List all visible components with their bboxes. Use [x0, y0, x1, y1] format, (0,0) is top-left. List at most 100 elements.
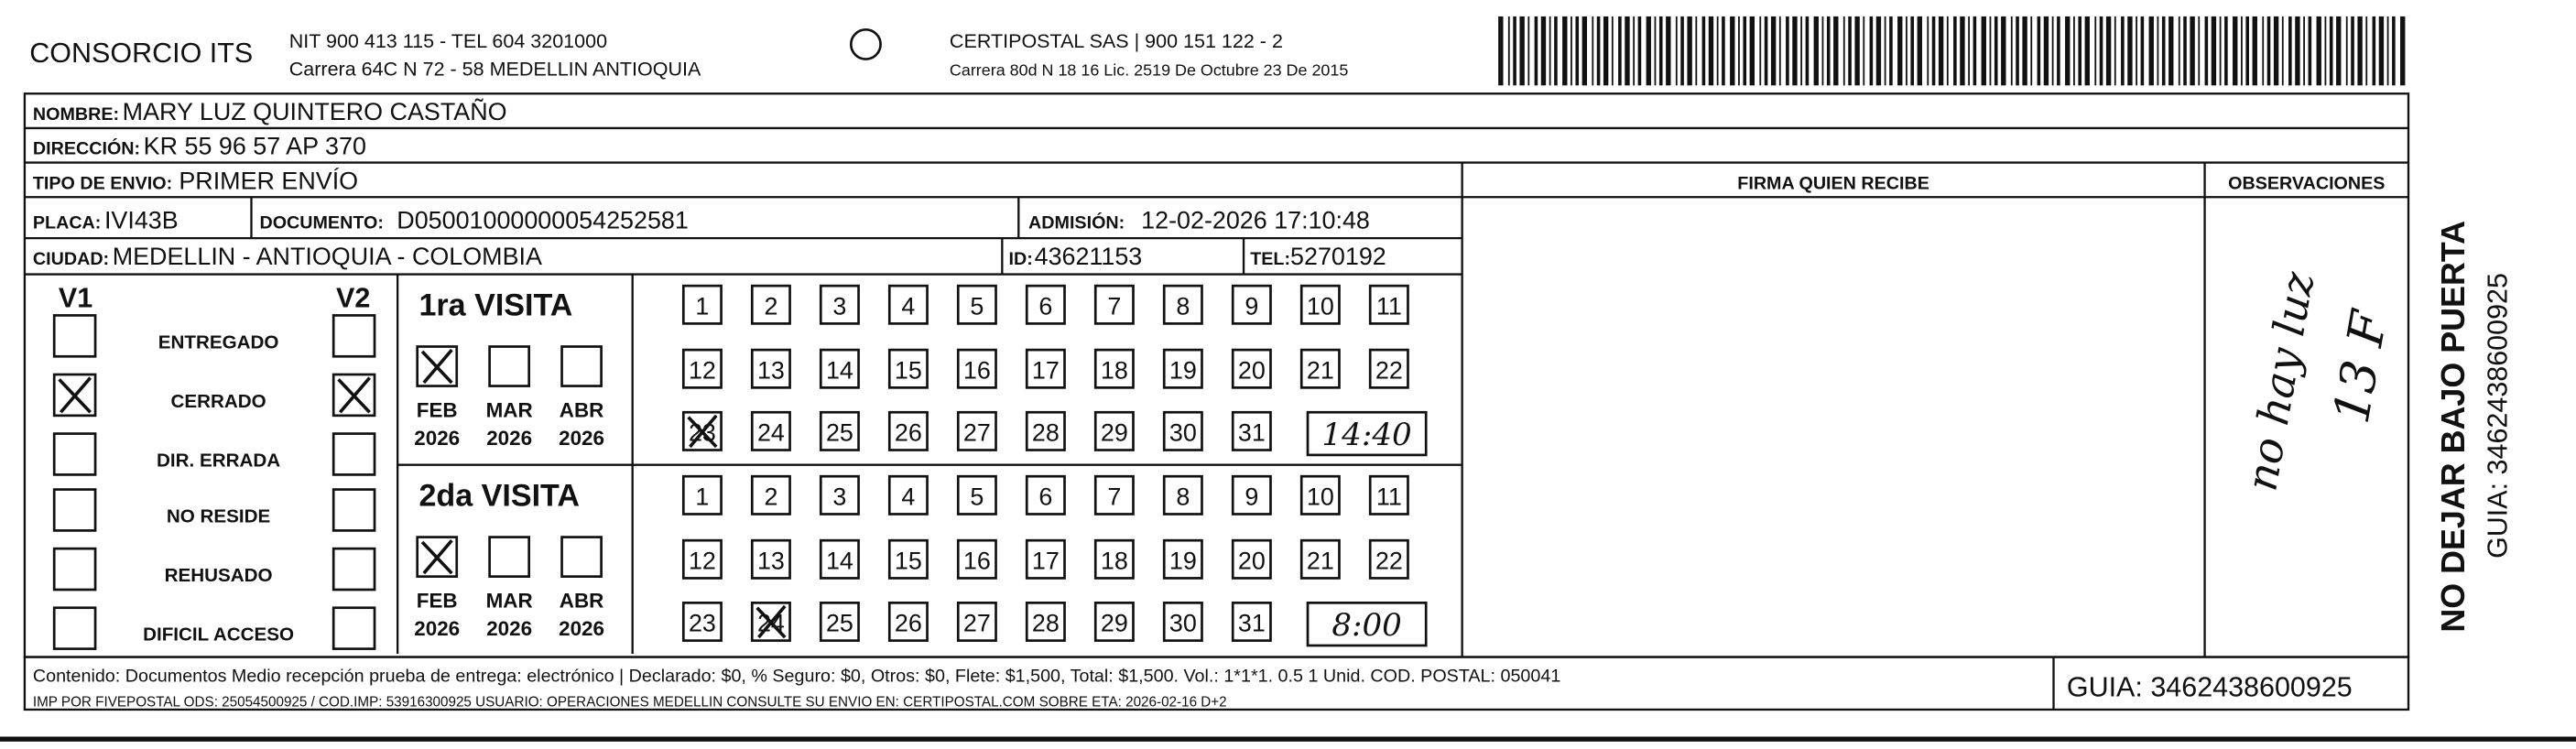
checkbox	[52, 432, 97, 476]
bar	[2043, 16, 2049, 86]
day: 10	[1307, 483, 1334, 511]
checkbox	[1231, 474, 1272, 516]
day: 24	[757, 419, 785, 447]
field-value: MEDELLIN - ANTIOQUIA - COLOMBIA	[113, 243, 542, 270]
field-value: MARY LUZ QUINTERO CASTAÑO	[123, 97, 507, 125]
field-label: CIUDAD:	[33, 249, 109, 269]
bar	[1540, 16, 1547, 86]
bar	[2030, 16, 2033, 86]
year: 2026	[414, 427, 460, 450]
day: 8	[1176, 293, 1190, 320]
bar	[2262, 16, 2265, 86]
bar	[2057, 16, 2060, 86]
day: 8	[1176, 483, 1190, 511]
bar	[1654, 16, 1657, 86]
bar	[2157, 16, 2159, 86]
checkbox	[1162, 474, 1203, 516]
checkbox	[681, 348, 723, 389]
bar	[1869, 16, 1874, 86]
handwritten-x	[337, 376, 372, 414]
checkbox	[887, 474, 929, 516]
checkbox	[750, 602, 791, 642]
bar	[1498, 16, 1504, 86]
field: ID: 43621153	[1009, 243, 1143, 270]
checkbox	[750, 284, 791, 325]
day: 21	[1307, 356, 1334, 384]
bar	[2168, 16, 2174, 86]
checkbox	[1299, 348, 1341, 389]
bar	[1792, 16, 1798, 86]
day: 30	[1169, 419, 1197, 447]
bar	[1953, 16, 1957, 86]
bar	[2252, 16, 2257, 86]
bar	[2121, 16, 2125, 86]
checkbox	[681, 410, 723, 451]
checkbox	[1368, 284, 1409, 325]
bar	[2105, 16, 2112, 86]
field-label: ADMISIÓN:	[1028, 211, 1125, 233]
bar	[2324, 16, 2327, 86]
checkbox	[52, 373, 97, 418]
bar	[1554, 16, 1558, 86]
bar	[2022, 16, 2027, 86]
field: DOCUMENTO: D05001000000054252581	[259, 206, 688, 233]
checkbox	[819, 284, 860, 325]
field-label: TIPO DE ENVIO:	[33, 173, 172, 193]
v2-header: V2	[336, 282, 370, 313]
bar	[1722, 16, 1725, 86]
field-label: TEL:	[1250, 249, 1290, 269]
bar	[1842, 16, 1845, 86]
checkbox	[1231, 284, 1272, 325]
checkbox	[52, 547, 97, 592]
day: 1	[695, 293, 709, 320]
bar	[2245, 16, 2249, 86]
bar	[1680, 16, 1684, 86]
reason: ENTREGADO	[158, 331, 279, 353]
day: 28	[1032, 610, 1060, 637]
field-value: D05001000000054252581	[397, 206, 689, 233]
nit: NIT 900 413 115 - TEL 604 3201000	[289, 30, 607, 52]
bar	[2094, 16, 2097, 86]
checkbox	[1025, 538, 1066, 580]
v1-header: V1	[59, 282, 92, 313]
bar	[2183, 16, 2187, 86]
bar	[1571, 16, 1572, 86]
certipostal: CERTIPOSTAL SAS | 900 151 122 - 2	[950, 30, 1283, 52]
day: 2	[764, 483, 777, 511]
day: 16	[963, 356, 991, 384]
bar	[2288, 16, 2292, 86]
reason: REHUSADO	[165, 565, 273, 586]
year: 2026	[486, 427, 532, 450]
bar	[1897, 16, 1903, 86]
bar	[1701, 16, 1706, 86]
checkbox	[1368, 474, 1409, 516]
field-label: ID:	[1009, 249, 1033, 269]
handwritten-time: 8:00	[1331, 607, 1402, 644]
checkbox	[819, 410, 860, 451]
day: 1	[695, 483, 709, 511]
bar	[1889, 16, 1893, 86]
checkbox	[681, 538, 723, 580]
checkbox	[1025, 410, 1066, 451]
field: NOMBRE: MARY LUZ QUINTERO CASTAÑO	[33, 97, 507, 125]
checkbox	[416, 536, 459, 578]
bar	[2224, 16, 2228, 86]
bar	[2136, 16, 2138, 86]
day: 20	[1238, 356, 1266, 384]
bar	[1906, 16, 1908, 86]
checkbox	[1231, 602, 1272, 642]
day: 4	[901, 483, 915, 511]
signature-header: FIRMA QUIEN RECIBE	[1737, 173, 1929, 193]
side-warning: NO DEJAR BAJO PUERTA	[2435, 221, 2472, 633]
bar	[1519, 16, 1525, 86]
day: 31	[1238, 419, 1266, 447]
month: MAR	[486, 399, 533, 422]
bar	[1833, 16, 1839, 86]
month: FEB	[417, 590, 458, 613]
company: CONSORCIO ITS	[29, 38, 253, 69]
field: ADMISIÓN: 12-02-2026 17:10:48	[1028, 206, 1370, 233]
bar	[1534, 16, 1538, 86]
day: 5	[970, 483, 984, 511]
bar	[1695, 16, 1698, 86]
